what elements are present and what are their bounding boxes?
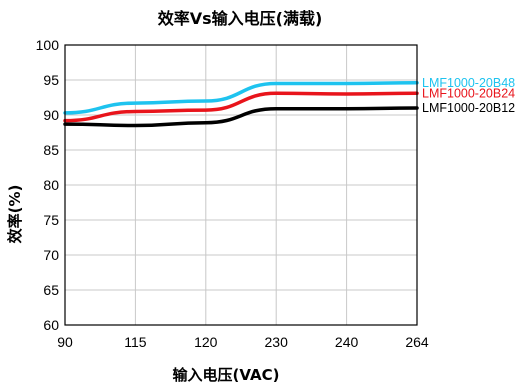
plot-frame <box>64 44 418 326</box>
x-tick-labels: 90 115 120 230 240 264 <box>57 334 429 350</box>
legend-entry-lmf1000-20b12: LMF1000-20B12 <box>422 101 515 115</box>
y-tick-labels: 60 65 70 75 80 85 90 95 100 <box>36 37 60 333</box>
y-tick-label: 85 <box>43 142 59 158</box>
x-axis-label: 输入电压(VAC) <box>173 366 280 384</box>
series-line-lmf1000-20b12 <box>63 106 419 128</box>
y-axis-label: 效率(%) <box>6 185 24 244</box>
x-tick-label: 90 <box>57 334 73 350</box>
series-line-lmf1000-20b48 <box>63 81 419 115</box>
y-tick-label: 100 <box>36 37 60 53</box>
grid-lines <box>64 44 418 326</box>
y-tick-label: 70 <box>43 247 59 263</box>
y-tick-label: 65 <box>43 282 59 298</box>
legend-entry-lmf1000-20b24: LMF1000-20B24 <box>422 86 515 100</box>
x-tick-label: 120 <box>194 334 218 350</box>
x-tick-label: 230 <box>265 334 289 350</box>
series-lines <box>63 81 419 128</box>
y-tick-label: 80 <box>43 177 59 193</box>
x-tick-label: 240 <box>335 334 359 350</box>
x-tick-label: 264 <box>405 334 429 350</box>
legend-entry-lmf1000-20b48: LMF1000-20B48 <box>422 76 515 90</box>
y-tick-label: 60 <box>43 317 59 333</box>
chart-title: 效率Vs输入电压(满载) <box>158 9 323 28</box>
y-tick-label: 95 <box>43 72 59 88</box>
y-tick-label: 75 <box>43 212 59 228</box>
series-line-lmf1000-20b24 <box>63 91 419 123</box>
x-tick-label: 115 <box>124 334 147 350</box>
y-tick-label: 90 <box>43 107 59 123</box>
